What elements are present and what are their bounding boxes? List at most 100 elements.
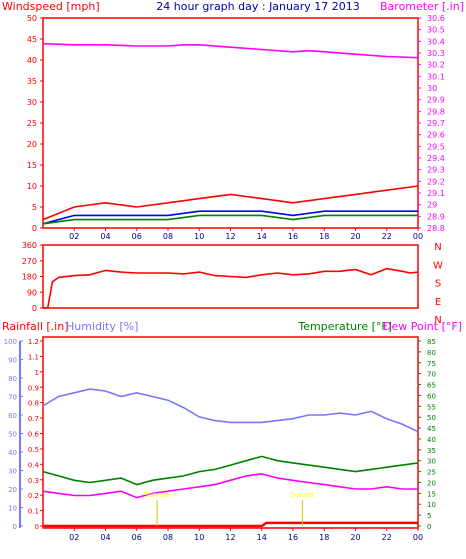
humidity-y-tick-label: 50 [8, 431, 17, 439]
temp-y-tick-label: 55 [427, 403, 436, 411]
compass-label: N [434, 315, 441, 326]
x-tick-label: 06 [132, 533, 142, 542]
humidity-y-tick-label: 20 [8, 486, 17, 494]
rain-y-tick-label: 0.6 [28, 431, 40, 439]
compass-label: E [435, 297, 441, 308]
baro-y-tick-label: 29.4 [427, 154, 445, 163]
x-tick-label: 16 [288, 232, 298, 241]
sunrise-label: Sunrise [144, 491, 170, 499]
temp-y-tick-label: 0 [427, 523, 431, 531]
rain-y-tick-label: 0.5 [28, 446, 39, 454]
temp-y-tick-label: 45 [427, 425, 436, 433]
baro-y-tick-label: 29 [427, 201, 437, 210]
rain-y-tick-label: 1.1 [28, 353, 39, 361]
temp-y-tick-label: 75 [427, 360, 436, 368]
baro-y-tick-label: 30.3 [427, 49, 445, 58]
baro-y-tick-label: 30.1 [427, 72, 445, 81]
wind-y-tick-label: 20 [27, 140, 37, 149]
x-tick-label: 00 [413, 533, 423, 542]
x-tick-label: 22 [382, 533, 392, 542]
wind-y-tick-label: 45 [27, 35, 37, 44]
baro-y-tick-label: 29.6 [427, 131, 445, 140]
temp-y-tick-label: 30 [427, 458, 436, 466]
baro-y-tick-label: 30.5 [427, 26, 445, 35]
x-tick-label: 20 [350, 232, 360, 241]
x-tick-label: 14 [257, 232, 267, 241]
baro-y-tick-label: 29.5 [427, 142, 445, 151]
series-temperature [42, 455, 419, 486]
rain-y-tick-label: 0.8 [28, 400, 39, 408]
rain-y-tick-label: 0.1 [28, 508, 39, 516]
wind-barometer-panel: Windspeed [mph] 24 hour graph day : Janu… [2, 0, 464, 241]
humidity-y-tick-label: 100 [4, 338, 17, 346]
wind-y-tick-label: 5 [32, 203, 37, 212]
series-rainfall [43, 521, 418, 528]
dir-y-tick-label: 0 [32, 304, 37, 313]
temp-y-tick-label: 15 [427, 490, 436, 498]
temp-y-tick-label: 85 [427, 338, 436, 346]
rain-y-tick-label: 0 [35, 523, 39, 531]
baro-y-tick-label: 29.3 [427, 166, 445, 175]
windspeed-axis-label: Windspeed [mph] [2, 0, 100, 13]
series-average [42, 210, 418, 225]
rain-y-tick-label: 0.2 [28, 492, 39, 500]
baro-y-tick-label: 29.8 [427, 107, 445, 116]
rain-y-tick-label: 1.2 [28, 338, 39, 346]
chart-title: 24 hour graph day : January 17 2013 [156, 0, 360, 13]
compass-label: W [433, 260, 443, 271]
rain-y-tick-label: 0.7 [28, 415, 39, 423]
humidity-y-tick-label: 30 [8, 468, 17, 476]
x-tick-label: 12 [225, 533, 235, 542]
x-tick-label: 02 [69, 533, 79, 542]
rainfall-axis-label: Rainfall [.in] [2, 320, 69, 333]
x-tick-label: 18 [319, 232, 329, 241]
series-wind-direction [43, 267, 419, 309]
rain-y-tick-label: 0.9 [28, 384, 39, 392]
wind-plot-frame [42, 17, 419, 229]
temp-y-tick-label: 80 [427, 349, 436, 357]
baro-y-tick-label: 30.6 [427, 14, 445, 23]
dir-y-tick-label: 180 [22, 273, 37, 282]
series-barometer [42, 42, 419, 59]
dir-y-tick-label: 270 [22, 257, 37, 266]
x-tick-label: 10 [194, 533, 204, 542]
temp-plot-frame [42, 336, 419, 529]
rain-y-tick-label: 0.4 [28, 461, 40, 469]
temperature-humidity-panel: Rainfall [.in] Humidity [%] Temperature … [2, 320, 462, 542]
wind-y-tick-label: 50 [27, 14, 37, 23]
temp-y-tick-label: 25 [427, 469, 436, 477]
humidity-y-tick-label: 80 [8, 375, 17, 383]
series-humidity [42, 388, 419, 433]
x-tick-label: 08 [163, 533, 173, 542]
humidity-y-tick-label: 90 [8, 357, 17, 365]
x-tick-label: 18 [319, 533, 329, 542]
wind-y-tick-label: 0 [32, 224, 37, 233]
series-wind [42, 214, 418, 225]
x-tick-label: 10 [194, 232, 204, 241]
humidity-y-tick-label: 40 [8, 449, 17, 457]
baro-y-tick-label: 29.9 [427, 96, 445, 105]
barometer-axis-label: Barometer [.in] [380, 0, 464, 13]
temp-y-tick-label: 10 [427, 501, 436, 509]
baro-y-tick-label: 29.1 [427, 189, 445, 198]
temperature-axis-label: Temperature [°F] [297, 320, 392, 333]
temp-y-tick-label: 5 [427, 512, 431, 520]
wind-y-tick-label: 30 [27, 98, 37, 107]
x-tick-label: 08 [163, 232, 173, 241]
baro-y-tick-label: 30 [427, 84, 437, 93]
temp-y-tick-label: 70 [427, 371, 436, 379]
wind-y-tick-label: 40 [27, 56, 37, 65]
temp-y-tick-label: 65 [427, 382, 436, 390]
humidity-y-tick-label: 0 [13, 523, 17, 531]
compass-label: S [435, 279, 441, 290]
series-gust [42, 185, 419, 221]
baro-y-tick-label: 30.4 [427, 37, 445, 46]
baro-y-tick-label: 28.9 [427, 212, 445, 221]
wind-y-tick-label: 25 [27, 119, 37, 128]
dewpoint-axis-label: Dew Point [°F] [383, 320, 462, 333]
dir-y-tick-label: 360 [22, 241, 37, 250]
x-tick-label: 04 [100, 232, 110, 241]
